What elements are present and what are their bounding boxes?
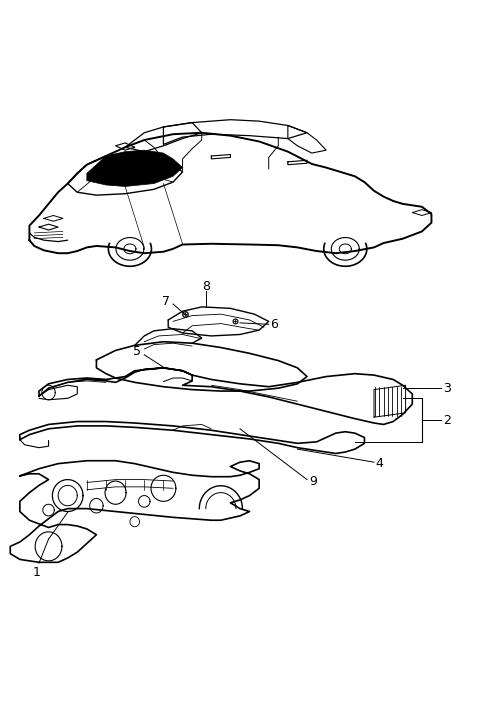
Polygon shape bbox=[87, 150, 182, 186]
Text: 7: 7 bbox=[162, 294, 170, 308]
Text: 6: 6 bbox=[270, 318, 278, 331]
Text: 5: 5 bbox=[133, 345, 141, 358]
Text: 8: 8 bbox=[203, 280, 211, 293]
Text: 1: 1 bbox=[33, 566, 40, 579]
Text: 9: 9 bbox=[309, 475, 317, 489]
Text: 2: 2 bbox=[444, 414, 451, 427]
Text: 4: 4 bbox=[375, 457, 384, 470]
Text: 3: 3 bbox=[444, 382, 451, 395]
